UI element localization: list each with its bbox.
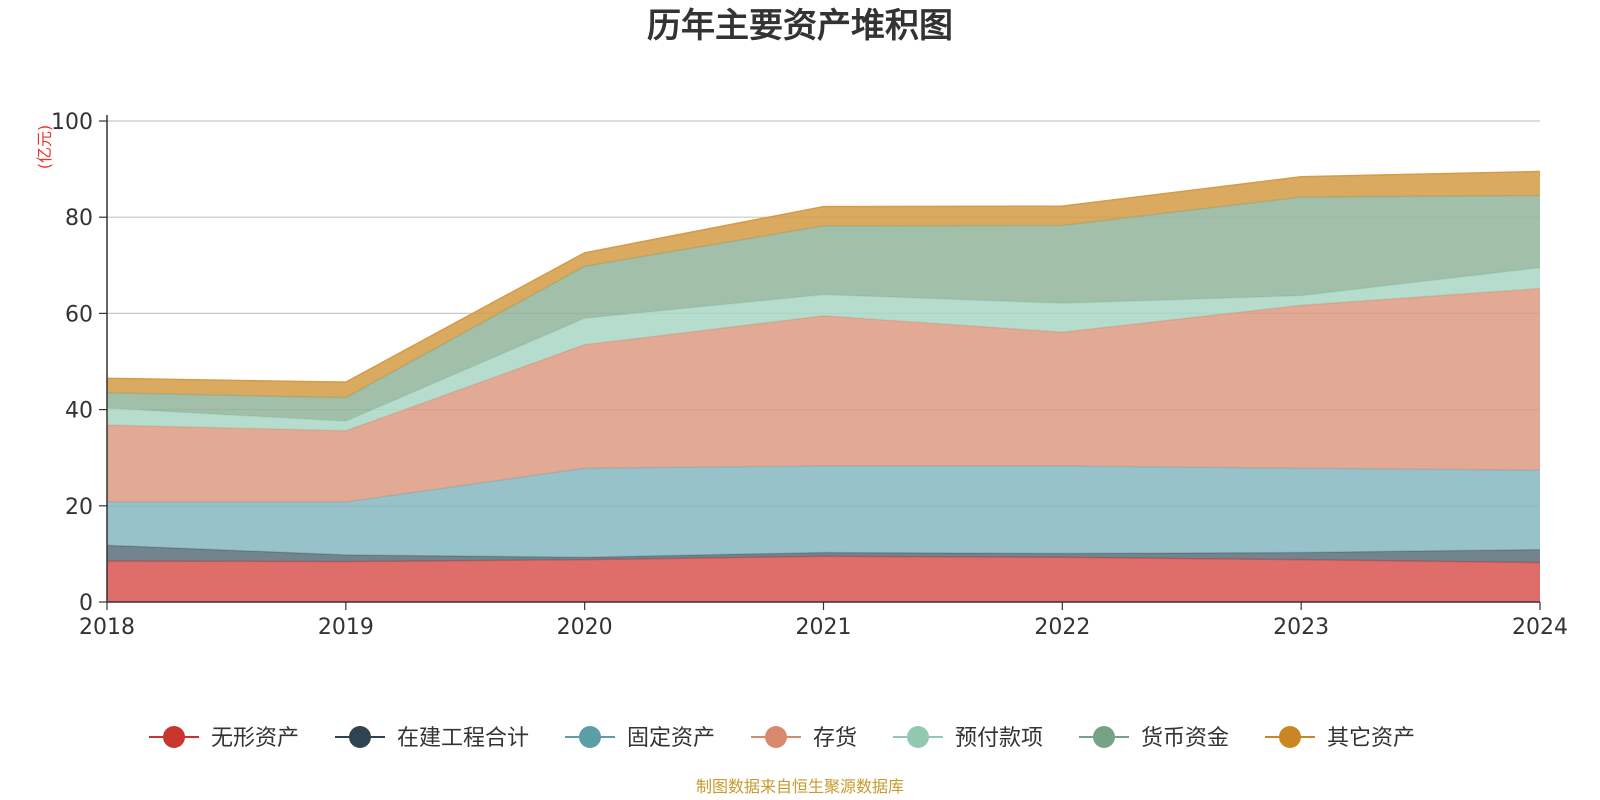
legend-item-6[interactable]: 货币资金 — [1079, 726, 1229, 751]
x-tick-label: 2024 — [1512, 615, 1568, 640]
y-tick-label: 20 — [65, 495, 93, 520]
area-series-7-edge — [106, 170, 1541, 383]
legend-circle-marker — [765, 726, 787, 748]
legend-item-2[interactable]: 在建工程合计 — [335, 726, 529, 751]
legend-label: 无形资产 — [211, 726, 299, 751]
y-tick-label: 60 — [65, 302, 93, 327]
chart-title: 历年主要资产堆积图 — [647, 6, 953, 46]
x-tick-label: 2018 — [79, 615, 135, 640]
tick-labels: 0 20 40 60 80 100 2018 2019 2020 2021 2022 2023 2024 — [51, 110, 1568, 640]
x-tick-label: 2020 — [557, 615, 613, 640]
data-source-note: 制图数据来自恒生聚源数据库 — [696, 777, 904, 796]
axes — [106, 115, 1540, 603]
area-series-layer — [106, 170, 1541, 602]
legend-circle-marker — [1279, 726, 1301, 748]
legend-item-3[interactable]: 固定资产 — [565, 726, 715, 751]
y-tick-label: 40 — [65, 399, 93, 424]
legend-item-5[interactable]: 预付款项 — [893, 726, 1043, 751]
legend-circle-marker — [1093, 726, 1115, 748]
legend-item-1[interactable]: 无形资产 — [149, 726, 299, 751]
area-series-2 — [107, 545, 1540, 563]
x-tick-label: 2023 — [1273, 615, 1329, 640]
y-tick-label: 0 — [79, 591, 93, 616]
y-tick-label: 100 — [51, 110, 93, 135]
area-series-5 — [107, 267, 1540, 431]
area-series-1 — [107, 556, 1540, 602]
x-tick-label: 2019 — [318, 615, 374, 640]
x-tick-label: 2021 — [796, 615, 852, 640]
area-series-7 — [107, 171, 1540, 398]
legend-circle-marker — [349, 726, 371, 748]
legend-label: 固定资产 — [627, 726, 715, 751]
area-series-6 — [107, 195, 1540, 422]
area-series-4 — [107, 288, 1540, 502]
x-tick-label: 2022 — [1034, 615, 1090, 640]
legend-label: 在建工程合计 — [397, 726, 529, 751]
legend-circle-marker — [163, 726, 185, 748]
legend-item-7[interactable]: 其它资产 — [1265, 726, 1415, 751]
legend-circle-marker — [579, 726, 601, 748]
legend-label: 存货 — [813, 726, 857, 751]
legend-label: 货币资金 — [1141, 726, 1229, 751]
area-series-3 — [107, 465, 1540, 558]
legend: 无形资产 在建工程合计 固定资产 存货 预付款项 货币资金 其它资产 — [149, 726, 1415, 751]
y-tick-label: 80 — [65, 206, 93, 231]
y-axis-unit-label: (亿元) — [35, 125, 54, 170]
legend-label: 其它资产 — [1327, 726, 1415, 751]
legend-circle-marker — [907, 726, 929, 748]
legend-item-4[interactable]: 存货 — [751, 726, 857, 751]
legend-label: 预付款项 — [955, 726, 1043, 751]
